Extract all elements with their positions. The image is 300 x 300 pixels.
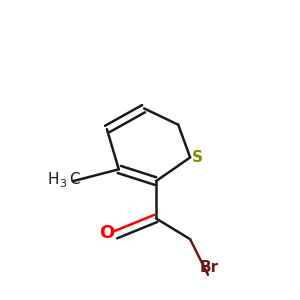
Text: S: S [192, 150, 203, 165]
Text: Br: Br [200, 260, 219, 275]
Text: 3: 3 [59, 178, 66, 189]
Text: O: O [99, 224, 114, 242]
Text: H: H [48, 172, 59, 187]
Text: C: C [69, 172, 80, 187]
